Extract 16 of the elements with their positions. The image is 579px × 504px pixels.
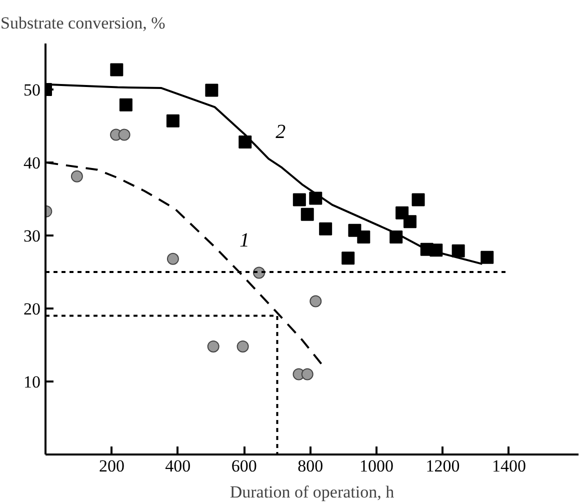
y-tick-label: 50	[24, 80, 40, 100]
y-tick-label: 10	[24, 372, 40, 392]
x-tick-label: 1000	[360, 456, 394, 476]
x-tick-label: 400	[165, 456, 191, 476]
y-tick-label: 30	[24, 226, 40, 246]
x-tick-label: 1400	[492, 456, 526, 476]
y-tick-label: 20	[24, 299, 40, 318]
y-tick-label: 40	[24, 153, 40, 172]
x-tick-label: 200	[98, 456, 124, 476]
x-tick-label: 600	[231, 456, 257, 476]
x-axis-title: Duration of operation, h	[230, 482, 395, 502]
series-label: 1	[240, 229, 250, 252]
x-tick-label: 800	[298, 456, 324, 476]
y-axis-title: Substrate conversion, %	[0, 14, 166, 32]
series-label: 2	[276, 120, 286, 143]
x-tick-label: 1200	[426, 456, 460, 476]
